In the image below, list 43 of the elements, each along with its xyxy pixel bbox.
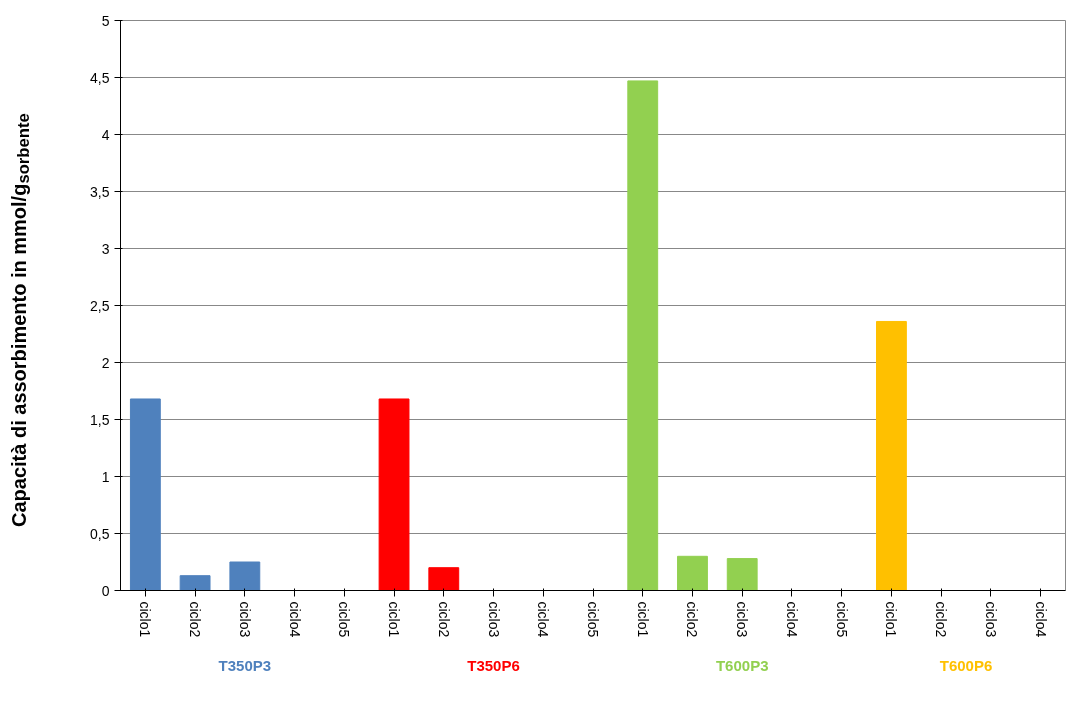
y-tick-label: 1,5 [90, 411, 110, 428]
text: T600P3 [715, 657, 769, 674]
y-tick-label: 2 [101, 354, 110, 371]
y-tick-label: 4,5 [90, 69, 110, 86]
y-tick-label: 3,5 [90, 183, 110, 200]
y-tick-label: 4 [101, 126, 110, 143]
x-tick-label: ciclo2 [187, 601, 204, 638]
x-tick-label: ciclo1 [883, 601, 900, 638]
x-tick-label: ciclo2 [933, 601, 950, 638]
bar [726, 558, 758, 591]
y-tick-label: 3 [101, 240, 110, 257]
x-tick-label: ciclo4 [783, 601, 800, 638]
text: T350P3 [218, 657, 272, 674]
x-tick-label: ciclo5 [585, 601, 601, 638]
x-tick-label: ciclo2 [684, 601, 701, 638]
text: T350P6 [467, 657, 520, 674]
y-tick-label: 5 [101, 12, 110, 29]
bar [627, 80, 659, 591]
bar [179, 575, 211, 591]
bar [129, 398, 161, 591]
bar [378, 398, 410, 591]
x-tick-label: ciclo2 [435, 601, 452, 638]
x-tick-label: ciclo3 [982, 601, 999, 638]
y-tick-label: 0,5 [90, 525, 110, 542]
x-tick-label: ciclo1 [137, 601, 154, 638]
bar [677, 555, 708, 591]
x-tick-label: ciclo4 [1032, 601, 1049, 638]
bar [428, 567, 460, 591]
text: T600P6 [939, 657, 993, 674]
x-tick-label: ciclo5 [833, 601, 850, 638]
x-tick-label: ciclo3 [734, 601, 751, 638]
x-tick-label: ciclo4 [286, 601, 303, 638]
y-tick-label: 1 [101, 468, 110, 485]
x-tick-label: ciclo3 [236, 601, 253, 638]
x-tick-label: ciclo5 [336, 601, 353, 638]
bar [876, 320, 907, 591]
x-tick-label: ciclo4 [535, 601, 552, 638]
x-tick-label: ciclo3 [485, 601, 502, 638]
y-tick-label: 2,5 [90, 297, 110, 314]
y-tick-label: 0 [101, 582, 110, 599]
x-tick-label: ciclo1 [386, 601, 403, 638]
x-tick-label: ciclo1 [634, 601, 651, 638]
bar [229, 561, 261, 591]
